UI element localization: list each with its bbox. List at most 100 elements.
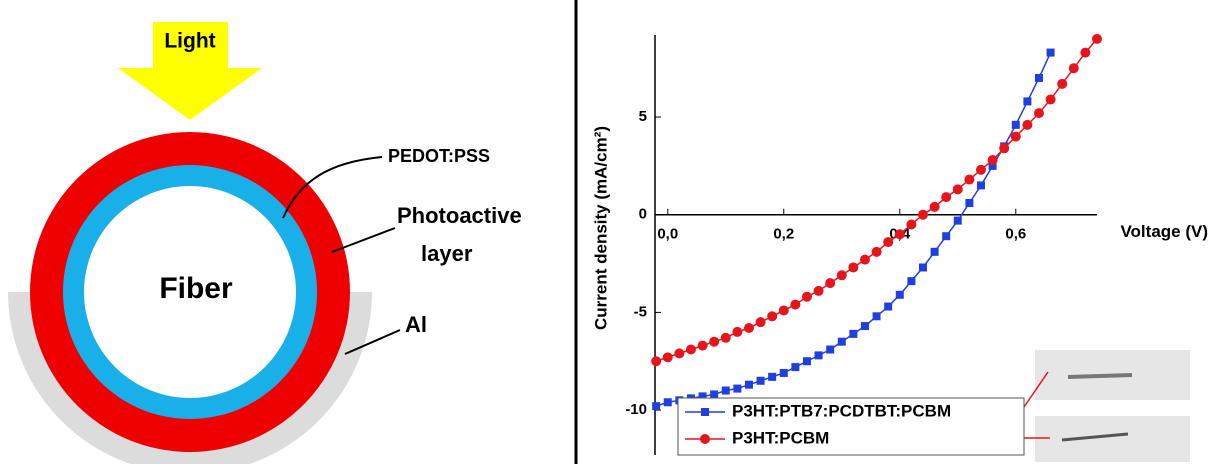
- data-point: [907, 277, 916, 286]
- data-point: [721, 386, 730, 395]
- legend-box: [677, 397, 1025, 456]
- data-point: [744, 380, 753, 389]
- data-point: [976, 181, 985, 190]
- light-arrow: [118, 22, 262, 120]
- layer-label: Al: [405, 312, 427, 337]
- data-point: [1045, 94, 1056, 105]
- data-point: [952, 184, 963, 195]
- data-point: [674, 348, 685, 359]
- data-point: [732, 326, 743, 337]
- data-point: [941, 192, 952, 203]
- leader-line: [282, 156, 383, 219]
- data-point: [662, 352, 673, 363]
- data-point: [1022, 119, 1033, 130]
- data-point: [801, 291, 812, 302]
- x-tick-label: 0,2: [773, 226, 794, 243]
- photo-fiber: [1067, 373, 1133, 379]
- data-point: [895, 290, 904, 299]
- data-point: [685, 344, 696, 355]
- data-point: [710, 390, 719, 399]
- data-point: [894, 229, 905, 240]
- leader-line: [331, 227, 396, 253]
- data-point: [756, 376, 765, 385]
- data-point: [848, 262, 859, 273]
- x-tick-label: 0,6: [1005, 226, 1026, 243]
- layer-label: Photoactive: [397, 203, 522, 228]
- data-point: [790, 299, 801, 310]
- data-point: [825, 278, 836, 289]
- data-point: [1057, 78, 1068, 89]
- data-point: [884, 302, 893, 311]
- data-point: [720, 332, 731, 343]
- y-tick-label: -5: [634, 303, 647, 320]
- data-point: [743, 323, 754, 334]
- data-point: [860, 322, 869, 331]
- data-point: [1010, 131, 1021, 142]
- data-point: [767, 311, 778, 322]
- data-point: [987, 155, 998, 166]
- data-point: [837, 337, 846, 346]
- data-point: [697, 340, 708, 351]
- data-point: [755, 317, 766, 328]
- data-point: [698, 392, 707, 401]
- al-layer: [8, 292, 372, 469]
- layer-label: layer: [421, 241, 473, 266]
- data-point: [953, 216, 962, 225]
- data-point: [791, 363, 800, 372]
- legend-label: P3HT:PTB7:PCDTBT:PCBM: [732, 401, 951, 420]
- data-point: [872, 312, 881, 321]
- data-point: [930, 247, 939, 256]
- legend-label: P3HT:PCBM: [732, 428, 829, 447]
- data-point: [859, 254, 870, 265]
- data-point: [942, 232, 951, 241]
- data-point: [918, 263, 927, 272]
- data-point: [813, 285, 824, 296]
- data-point: [1080, 47, 1091, 58]
- data-point: [883, 237, 894, 248]
- data-point: [779, 368, 788, 377]
- x-axis-label: Voltage (V): [1120, 222, 1208, 241]
- y-axis-label: Current density (mA/cm²): [591, 126, 610, 330]
- data-point: [663, 398, 672, 407]
- data-point: [964, 174, 975, 185]
- data-point: [1034, 73, 1043, 82]
- data-point: [1033, 108, 1044, 119]
- x-tick-label: 0,0: [657, 226, 678, 243]
- fiber-label: Fiber: [159, 272, 233, 305]
- series-line: [655, 52, 1052, 407]
- y-tick-label: 0: [639, 206, 647, 223]
- data-point: [849, 329, 858, 338]
- data-point: [871, 246, 882, 257]
- data-point: [836, 270, 847, 281]
- data-point: [768, 372, 777, 381]
- y-tick-label: 5: [639, 108, 647, 125]
- legend-marker: [701, 408, 709, 416]
- data-point: [778, 305, 789, 316]
- data-point: [988, 161, 997, 170]
- data-point: [1046, 48, 1055, 57]
- data-point: [651, 356, 662, 367]
- data-point: [999, 143, 1010, 154]
- data-point: [733, 384, 742, 393]
- y-tick-label: -10: [625, 401, 647, 418]
- photo-fiber: [1061, 432, 1129, 442]
- data-point: [1023, 97, 1032, 106]
- data-point: [906, 219, 917, 230]
- data-point: [1092, 33, 1102, 44]
- legend-marker: [700, 434, 710, 444]
- data-point: [709, 336, 720, 347]
- data-point: [802, 357, 811, 366]
- data-point: [826, 345, 835, 354]
- fiber: [84, 186, 296, 398]
- data-point: [929, 201, 940, 212]
- data-point: [975, 164, 986, 175]
- arrow-label: Light: [164, 30, 215, 53]
- data-point: [1068, 63, 1079, 74]
- leader-line: [344, 329, 401, 355]
- layer-label: PEDOT:PSS: [388, 146, 490, 166]
- data-point: [965, 199, 974, 207]
- data-point: [652, 402, 661, 411]
